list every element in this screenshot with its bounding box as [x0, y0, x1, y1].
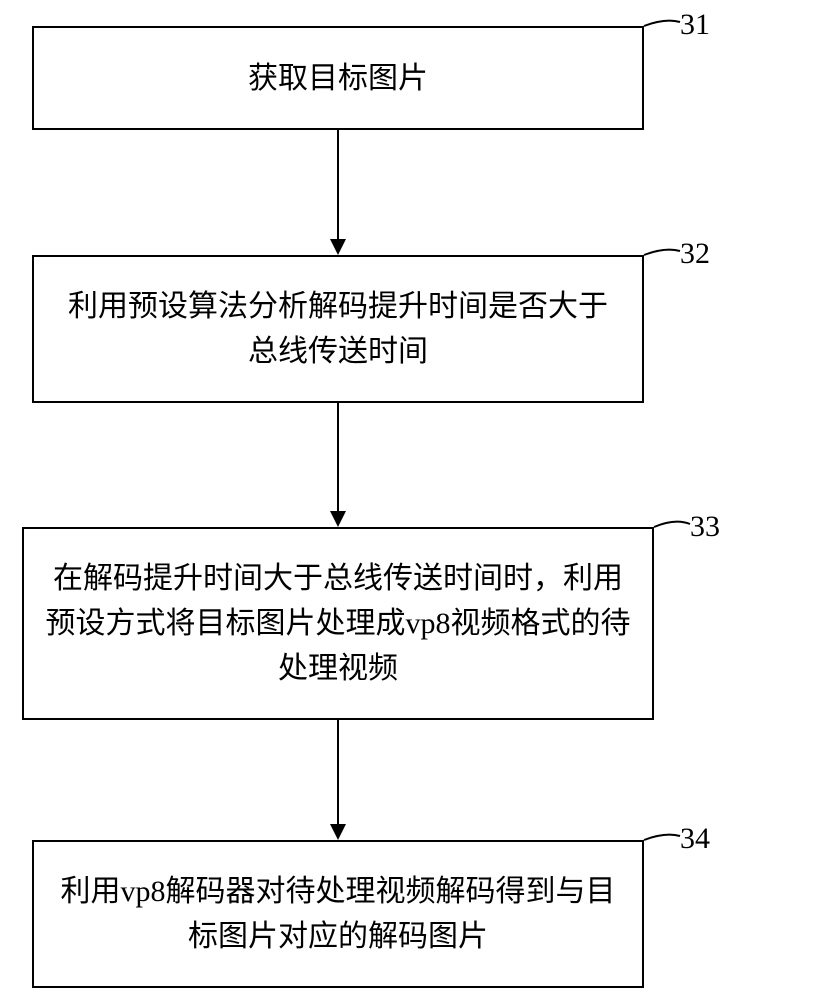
node-33: 在解码提升时间大于总线传送时间时，利用预设方式将目标图片处理成vp8视频格式的待… [22, 527, 654, 720]
arrowhead-33-34 [330, 824, 346, 840]
arrow-31-32 [337, 130, 339, 239]
arrowhead-31-32 [330, 239, 346, 255]
arrowhead-32-33 [330, 511, 346, 527]
node-31-text: 获取目标图片 [248, 56, 428, 101]
label-33: 33 [690, 510, 720, 544]
node-34-text: 利用vp8解码器对待处理视频解码得到与目标图片对应的解码图片 [54, 869, 622, 959]
node-32-text: 利用预设算法分析解码提升时间是否大于总线传送时间 [54, 284, 622, 374]
label-31: 31 [680, 8, 710, 42]
node-34: 利用vp8解码器对待处理视频解码得到与目标图片对应的解码图片 [32, 840, 644, 988]
node-31: 获取目标图片 [32, 26, 644, 130]
node-33-text: 在解码提升时间大于总线传送时间时，利用预设方式将目标图片处理成vp8视频格式的待… [44, 556, 632, 691]
label-34: 34 [680, 822, 710, 856]
flowchart-container: 获取目标图片 31 利用预设算法分析解码提升时间是否大于总线传送时间 32 在解… [0, 0, 839, 1000]
arrow-32-33 [337, 403, 339, 511]
arrow-33-34 [337, 720, 339, 824]
node-32: 利用预设算法分析解码提升时间是否大于总线传送时间 [32, 255, 644, 403]
label-32: 32 [680, 237, 710, 271]
